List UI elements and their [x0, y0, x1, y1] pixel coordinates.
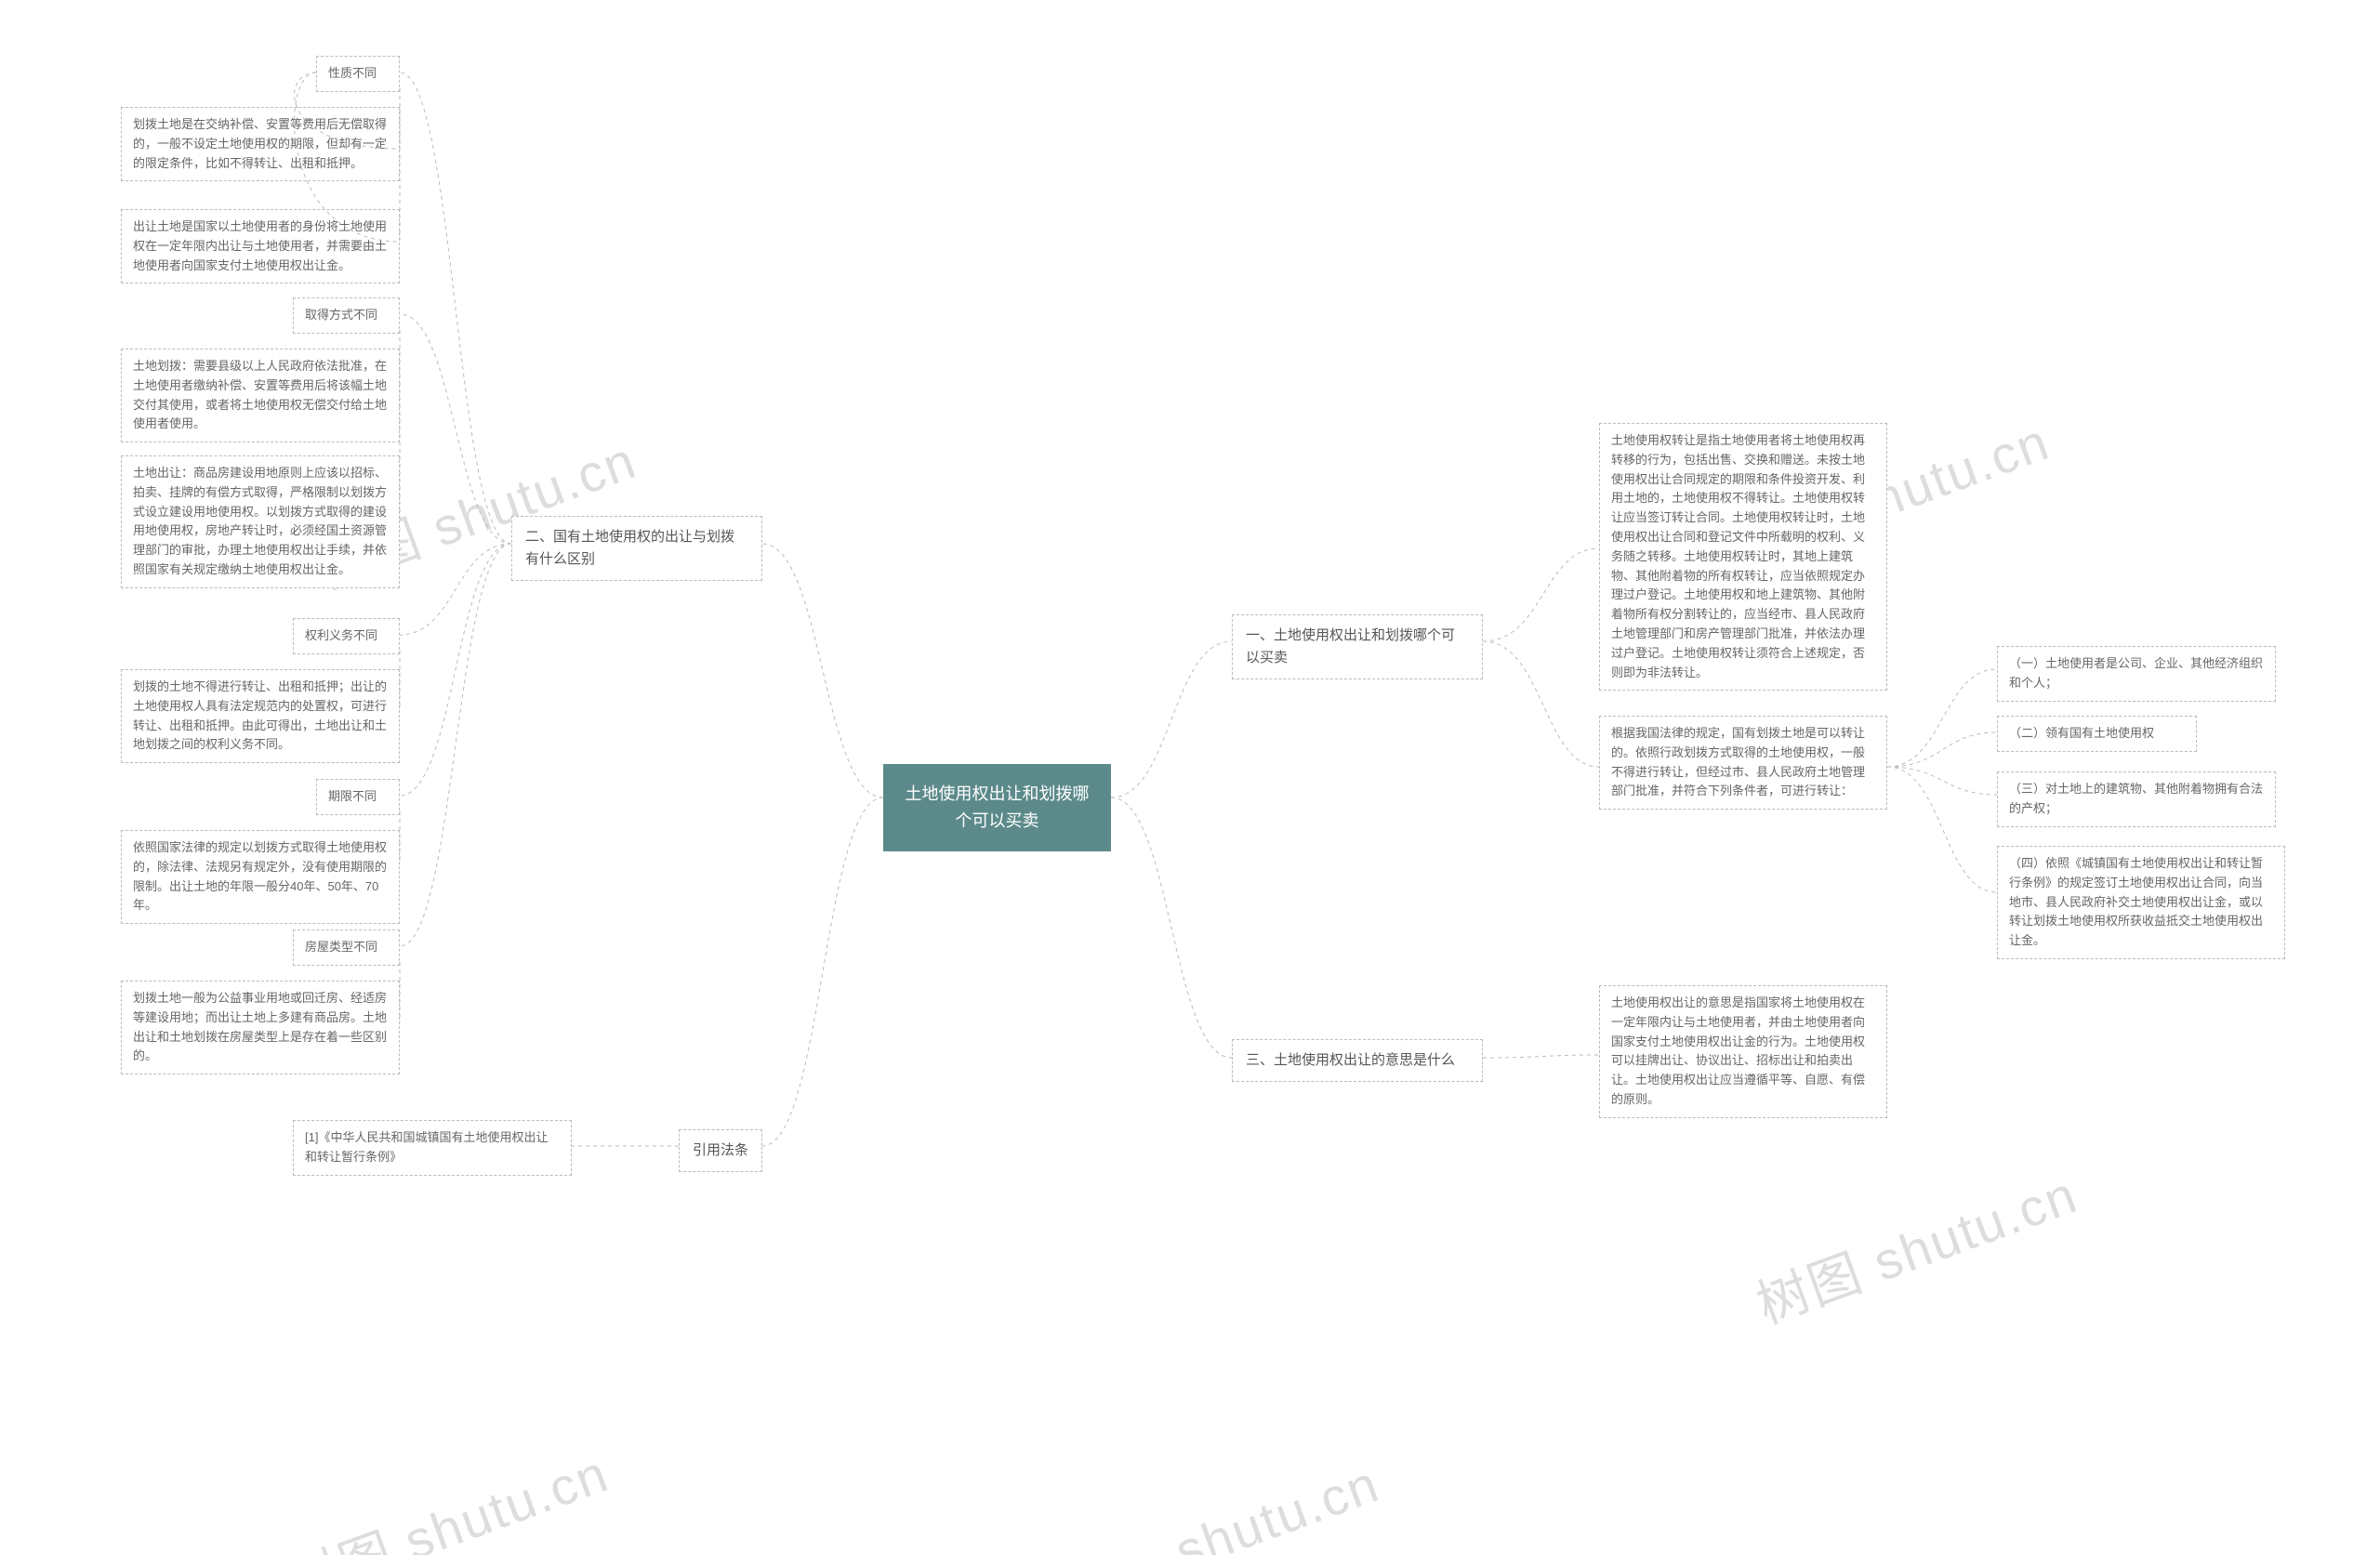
section3-header: 三、土地使用权出让的意思是什么: [1232, 1039, 1483, 1082]
sec2-g1-b: 出让土地是国家以土地使用者的身份将土地使用权在一定年限内出让与土地使用者，并需要…: [121, 209, 400, 283]
root-node: 土地使用权出让和划拨哪 个可以买卖: [883, 764, 1111, 851]
sec2-g3-h: 权利义务不同: [293, 618, 400, 654]
sec2-g1-a: 划拨土地是在交纳补偿、安置等费用后无偿取得的，一般不设定土地使用权的期限，但却有…: [121, 107, 400, 181]
sec1-c2-3: （三）对土地上的建筑物、其他附着物拥有合法的产权；: [1997, 771, 2276, 827]
section2-title-b: 有什么区别: [525, 551, 595, 567]
sec1-c2-4: （四）依照《城镇国有土地使用权出让和转让暂行条例》的规定签订土地使用权出让合同，…: [1997, 846, 2285, 959]
sec1-c2-1: （一）土地使用者是公司、企业、其他经济组织和个人；: [1997, 646, 2276, 702]
sec1-c2: 根据我国法律的规定，国有划拨土地是可以转让的。依照行政划拨方式取得的土地使用权，…: [1599, 716, 1887, 810]
sec2-g1-h: 性质不同: [316, 56, 400, 92]
section2-header: 二、国有土地使用权的出让与划拨 有什么区别: [511, 516, 762, 581]
watermark: 树图 shutu.cn: [1745, 1153, 2086, 1339]
ref-header: 引用法条: [679, 1129, 762, 1172]
sec2-g4-a: 依照国家法律的规定以划拨方式取得土地使用权的，除法律、法规另有规定外，没有使用期…: [121, 830, 400, 924]
watermark: 树图 shutu.cn: [276, 1432, 617, 1555]
section2-title-a: 二、国有土地使用权的出让与划拨: [525, 529, 734, 545]
sec2-g2-b: 土地出让：商品房建设用地原则上应该以招标、拍卖、挂牌的有偿方式取得，严格限制以划…: [121, 455, 400, 588]
sec2-g5-h: 房屋类型不同: [293, 929, 400, 966]
sec3-c1: 土地使用权出让的意思是指国家将土地使用权在一定年限内让与土地使用者，并由土地使用…: [1599, 985, 1887, 1118]
section1-title-b: 以买卖: [1246, 650, 1288, 665]
sec1-c2-2: （二）领有国有土地使用权: [1997, 716, 2197, 752]
sec2-g2-a: 土地划拨：需要县级以上人民政府依法批准，在土地使用者缴纳补偿、安置等费用后将该幅…: [121, 349, 400, 442]
sec2-g4-h: 期限不同: [316, 779, 400, 815]
sec2-g5-a: 划拨土地一般为公益事业用地或回迁房、经适房等建设用地；而出让土地上多建有商品房。…: [121, 981, 400, 1074]
sec2-g3-a: 划拨的土地不得进行转让、出租和抵押；出让的土地使用权人具有法定规范内的处置权，可…: [121, 669, 400, 763]
root-line1: 土地使用权出让和划拨哪: [906, 784, 1090, 803]
sec1-c1: 土地使用权转让是指土地使用者将土地使用权再转移的行为，包括出售、交换和赠送。未按…: [1599, 423, 1887, 691]
sec2-g2-h: 取得方式不同: [293, 297, 400, 334]
root-line2: 个可以买卖: [956, 811, 1039, 830]
section1-title-a: 一、土地使用权出让和划拨哪个可: [1246, 627, 1455, 643]
section1-header: 一、土地使用权出让和划拨哪个可 以买卖: [1232, 614, 1483, 679]
ref-c1: [1]《中华人民共和国城镇国有土地使用权出让和转让暂行条例》: [293, 1120, 572, 1176]
watermark: shutu.cn: [1168, 1453, 1387, 1555]
